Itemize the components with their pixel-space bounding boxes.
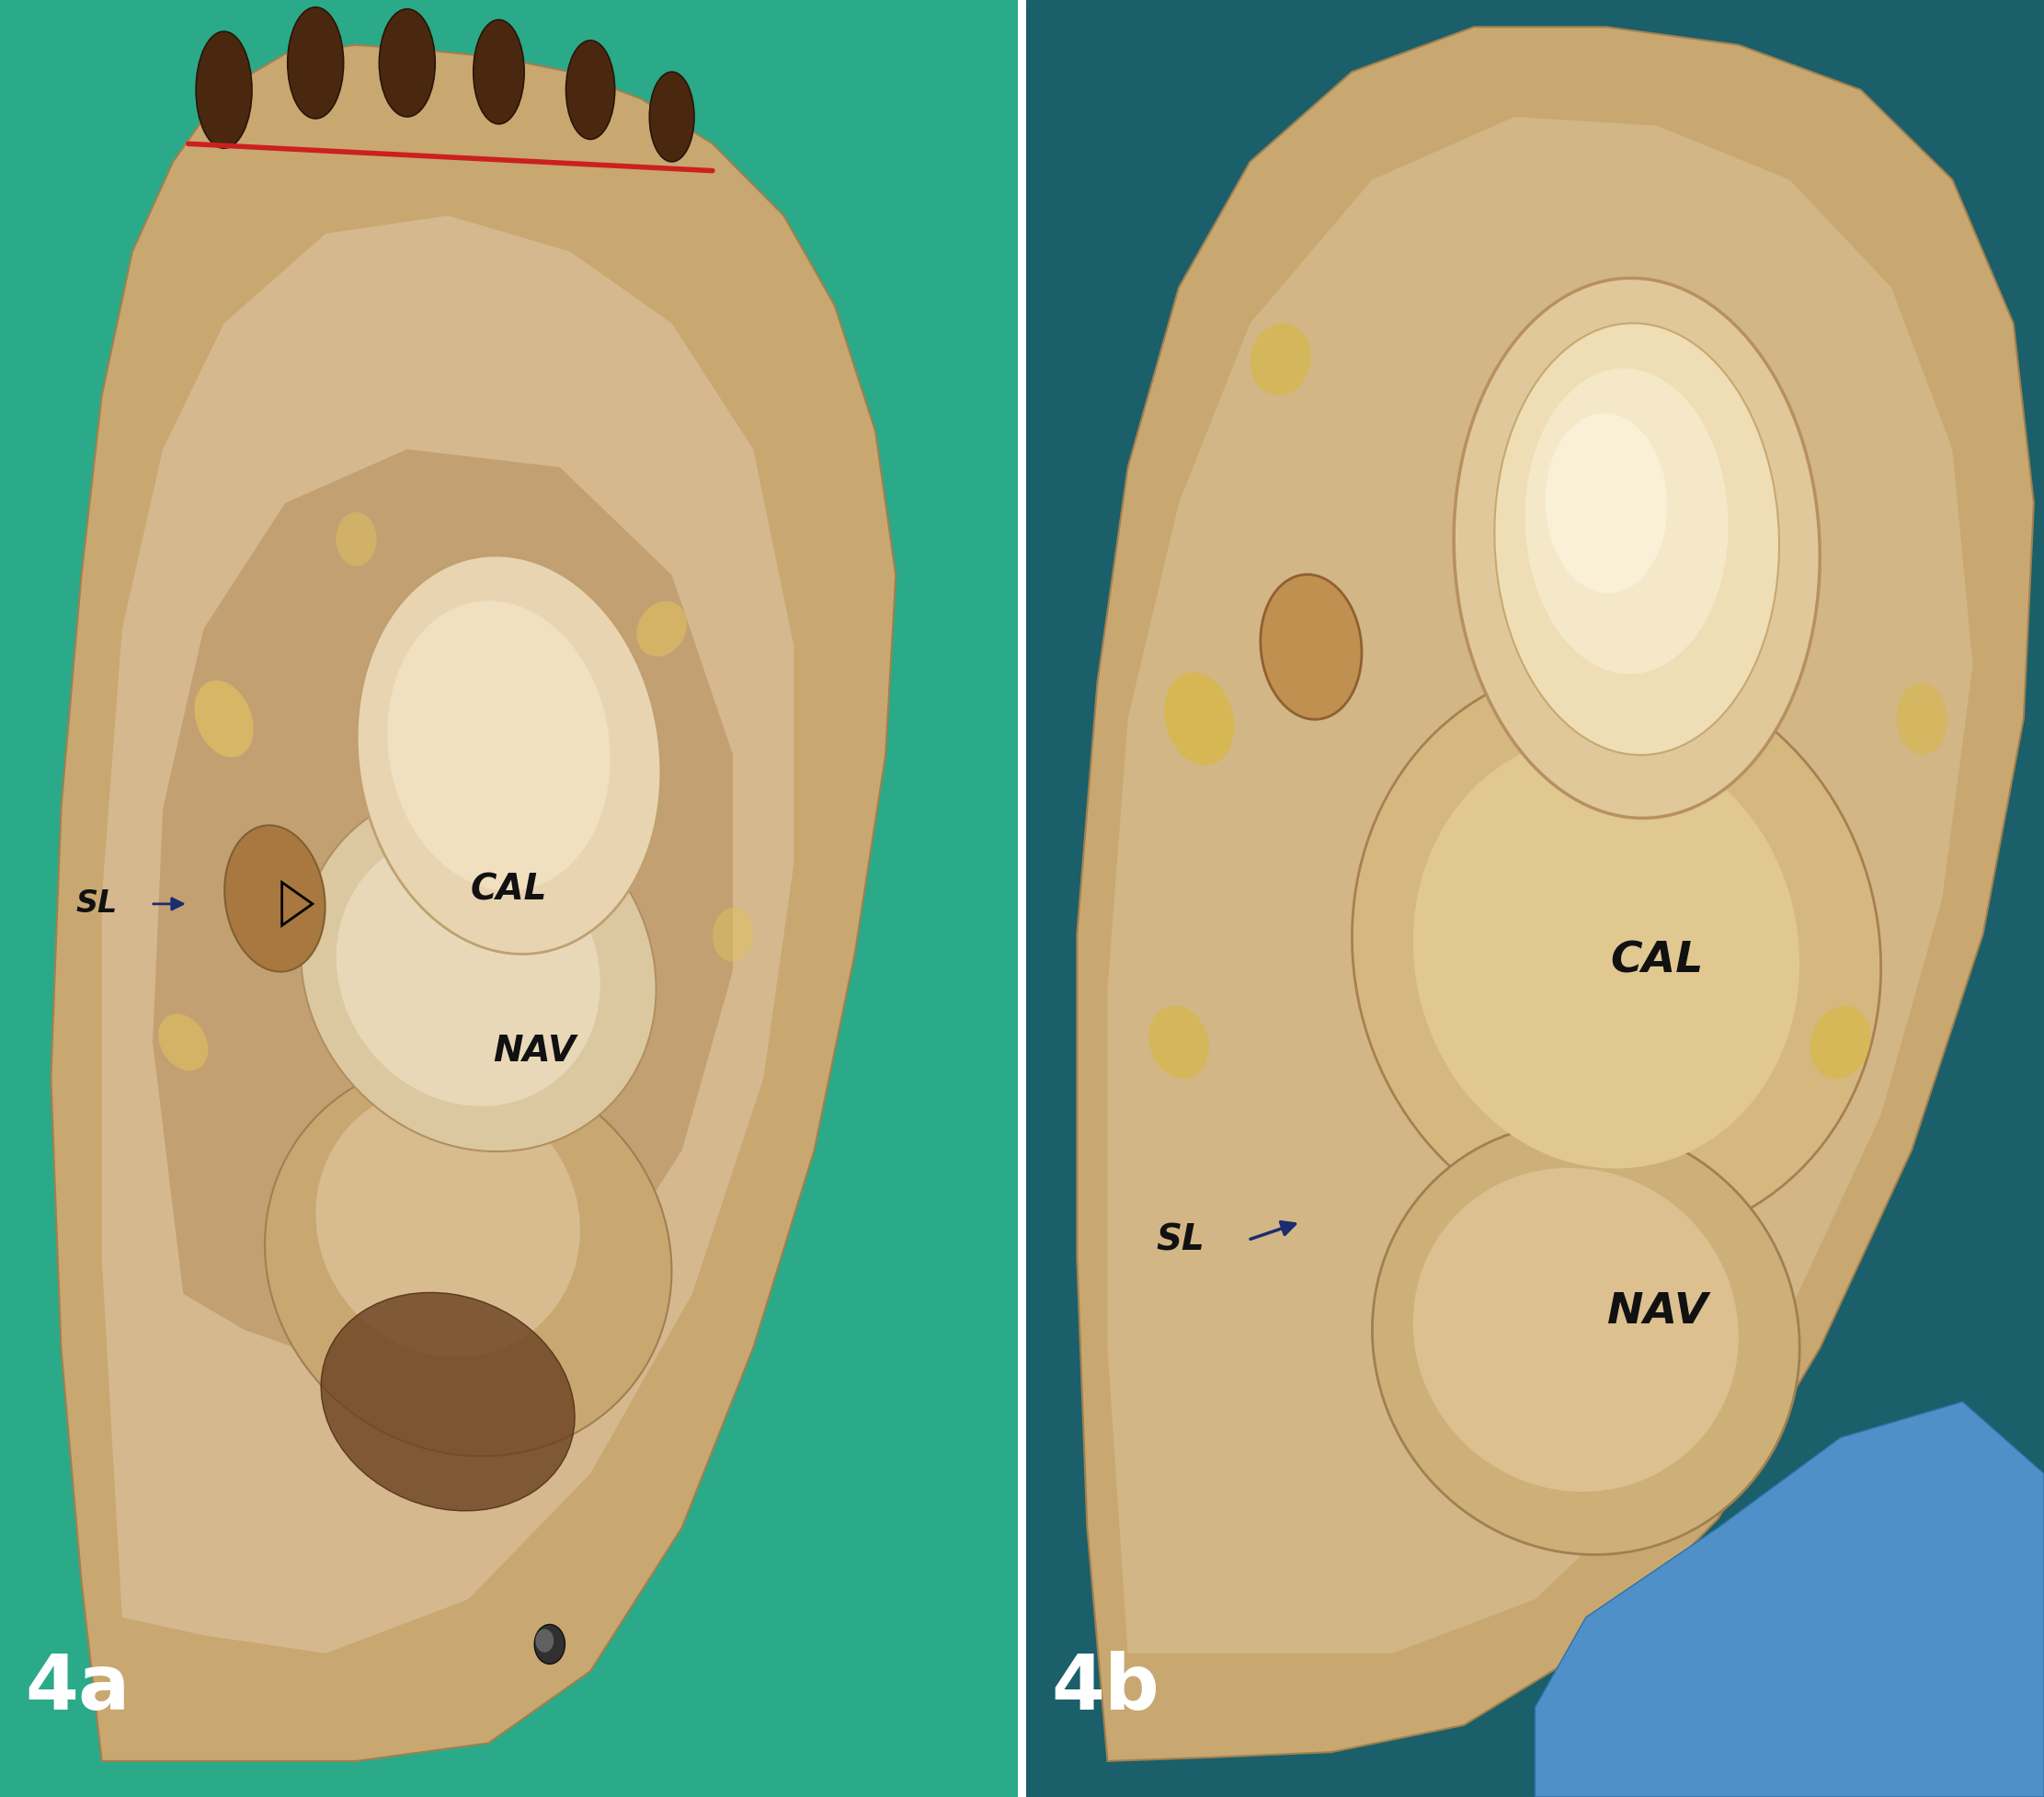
Polygon shape bbox=[102, 216, 793, 1653]
Ellipse shape bbox=[1412, 1168, 1739, 1492]
Text: SL: SL bbox=[1155, 1222, 1204, 1258]
Text: 4b: 4b bbox=[1051, 1651, 1159, 1725]
Ellipse shape bbox=[650, 72, 695, 162]
Polygon shape bbox=[1535, 1402, 2044, 1797]
Ellipse shape bbox=[1351, 665, 1880, 1240]
Ellipse shape bbox=[566, 41, 615, 138]
Text: 4a: 4a bbox=[25, 1651, 131, 1725]
Ellipse shape bbox=[533, 1624, 564, 1664]
Ellipse shape bbox=[1897, 683, 1948, 755]
Ellipse shape bbox=[1149, 1006, 1210, 1078]
Ellipse shape bbox=[1251, 323, 1310, 395]
Ellipse shape bbox=[194, 681, 253, 757]
Ellipse shape bbox=[358, 555, 660, 954]
Ellipse shape bbox=[1545, 413, 1668, 593]
Ellipse shape bbox=[1261, 575, 1361, 719]
Polygon shape bbox=[153, 449, 734, 1366]
Ellipse shape bbox=[196, 31, 251, 149]
Ellipse shape bbox=[1525, 368, 1729, 674]
Ellipse shape bbox=[1372, 1123, 1799, 1554]
Text: NAV: NAV bbox=[493, 1033, 576, 1069]
Ellipse shape bbox=[157, 1014, 208, 1071]
Polygon shape bbox=[1108, 117, 1972, 1653]
Ellipse shape bbox=[315, 1087, 580, 1357]
Text: SL: SL bbox=[76, 890, 117, 918]
Ellipse shape bbox=[636, 602, 687, 656]
Ellipse shape bbox=[386, 600, 611, 891]
Ellipse shape bbox=[266, 1060, 672, 1456]
Ellipse shape bbox=[380, 9, 435, 117]
Ellipse shape bbox=[1811, 1006, 1870, 1078]
Polygon shape bbox=[51, 45, 895, 1761]
Ellipse shape bbox=[474, 20, 523, 124]
Text: CAL: CAL bbox=[1611, 940, 1705, 983]
Ellipse shape bbox=[1412, 737, 1799, 1168]
Ellipse shape bbox=[1494, 323, 1778, 755]
Ellipse shape bbox=[713, 907, 754, 961]
Ellipse shape bbox=[300, 789, 656, 1152]
Ellipse shape bbox=[1453, 279, 1819, 818]
Ellipse shape bbox=[536, 1628, 554, 1653]
Polygon shape bbox=[1077, 27, 2034, 1761]
Ellipse shape bbox=[288, 7, 343, 119]
Ellipse shape bbox=[335, 512, 376, 566]
Text: CAL: CAL bbox=[470, 872, 548, 907]
Text: NAV: NAV bbox=[1607, 1290, 1707, 1333]
Ellipse shape bbox=[225, 825, 325, 972]
Ellipse shape bbox=[321, 1292, 574, 1511]
Ellipse shape bbox=[337, 834, 601, 1107]
Ellipse shape bbox=[1165, 672, 1235, 766]
